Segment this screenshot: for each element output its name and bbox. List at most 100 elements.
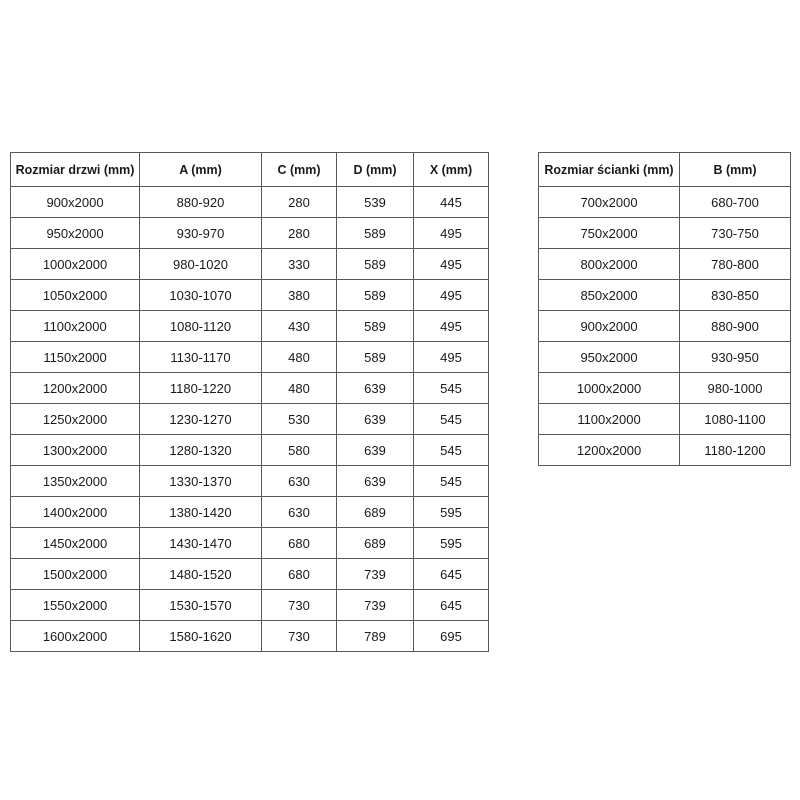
cell-door-size: 1250x2000 <box>10 403 140 435</box>
cell-a: 1530-1570 <box>139 589 262 621</box>
cell-c: 680 <box>261 527 337 559</box>
cell-b: 880-900 <box>679 310 791 342</box>
cell-wall-size: 1100x2000 <box>538 403 680 435</box>
cell-door-size: 1000x2000 <box>10 248 140 280</box>
cell-door-size: 1450x2000 <box>10 527 140 559</box>
cell-x: 495 <box>413 217 489 249</box>
cell-x: 645 <box>413 589 489 621</box>
cell-c: 580 <box>261 434 337 466</box>
cell-x: 595 <box>413 496 489 528</box>
cell-a: 1430-1470 <box>139 527 262 559</box>
column-header-door-size: Rozmiar drzwi (mm) <box>10 152 140 187</box>
table-row: 950x2000 930-970 280 589 495 <box>10 217 489 249</box>
cell-d: 639 <box>336 465 414 497</box>
cell-x: 495 <box>413 341 489 373</box>
table-row: 1300x2000 1280-1320 580 639 545 <box>10 434 489 466</box>
table-row: 1200x2000 1180-1200 <box>538 434 791 466</box>
doors-table-body: 900x2000 880-920 280 539 445 950x2000 93… <box>10 186 489 652</box>
cell-b: 780-800 <box>679 248 791 280</box>
cell-x: 495 <box>413 279 489 311</box>
cell-a: 1580-1620 <box>139 620 262 652</box>
wall-table-body: 700x2000 680-700 750x2000 730-750 800x20… <box>538 186 791 466</box>
cell-b: 980-1000 <box>679 372 791 404</box>
table-row: 1100x2000 1080-1100 <box>538 403 791 435</box>
cell-c: 730 <box>261 620 337 652</box>
table-header-row: Rozmiar ścianki (mm) B (mm) <box>538 152 791 187</box>
cell-b: 1080-1100 <box>679 403 791 435</box>
cell-x: 495 <box>413 310 489 342</box>
table-row: 1150x2000 1130-1170 480 589 495 <box>10 341 489 373</box>
table-header-row: Rozmiar drzwi (mm) A (mm) C (mm) D (mm) … <box>10 152 489 187</box>
cell-c: 630 <box>261 496 337 528</box>
cell-c: 530 <box>261 403 337 435</box>
table-row: 1250x2000 1230-1270 530 639 545 <box>10 403 489 435</box>
table-row: 1400x2000 1380-1420 630 689 595 <box>10 496 489 528</box>
cell-d: 539 <box>336 186 414 218</box>
table-row: 1000x2000 980-1000 <box>538 372 791 404</box>
table-row: 700x2000 680-700 <box>538 186 791 218</box>
cell-wall-size: 750x2000 <box>538 217 680 249</box>
column-header-a: A (mm) <box>139 152 262 187</box>
cell-d: 589 <box>336 248 414 280</box>
column-header-d: D (mm) <box>336 152 414 187</box>
cell-x: 545 <box>413 465 489 497</box>
table-row: 900x2000 880-920 280 539 445 <box>10 186 489 218</box>
cell-c: 730 <box>261 589 337 621</box>
cell-d: 639 <box>336 403 414 435</box>
table-row: 1100x2000 1080-1120 430 589 495 <box>10 310 489 342</box>
cell-b: 930-950 <box>679 341 791 373</box>
table-row: 1450x2000 1430-1470 680 689 595 <box>10 527 489 559</box>
cell-wall-size: 900x2000 <box>538 310 680 342</box>
cell-a: 1230-1270 <box>139 403 262 435</box>
cell-d: 589 <box>336 310 414 342</box>
cell-a: 1480-1520 <box>139 558 262 590</box>
cell-c: 480 <box>261 341 337 373</box>
cell-x: 645 <box>413 558 489 590</box>
cell-a: 1030-1070 <box>139 279 262 311</box>
cell-x: 445 <box>413 186 489 218</box>
table-row: 1000x2000 980-1020 330 589 495 <box>10 248 489 280</box>
table-row: 800x2000 780-800 <box>538 248 791 280</box>
cell-d: 589 <box>336 217 414 249</box>
cell-x: 695 <box>413 620 489 652</box>
cell-b: 680-700 <box>679 186 791 218</box>
cell-c: 330 <box>261 248 337 280</box>
table-row: 1500x2000 1480-1520 680 739 645 <box>10 558 489 590</box>
table-row: 1600x2000 1580-1620 730 789 695 <box>10 620 489 652</box>
cell-wall-size: 700x2000 <box>538 186 680 218</box>
wall-panel-size-table: Rozmiar ścianki (mm) B (mm) 700x2000 680… <box>538 152 791 466</box>
doors-size-table: Rozmiar drzwi (mm) A (mm) C (mm) D (mm) … <box>10 152 489 652</box>
cell-a: 1080-1120 <box>139 310 262 342</box>
cell-door-size: 1150x2000 <box>10 341 140 373</box>
cell-x: 545 <box>413 372 489 404</box>
cell-door-size: 1350x2000 <box>10 465 140 497</box>
cell-d: 639 <box>336 434 414 466</box>
cell-door-size: 1200x2000 <box>10 372 140 404</box>
table-row: 950x2000 930-950 <box>538 341 791 373</box>
cell-x: 545 <box>413 403 489 435</box>
cell-c: 280 <box>261 186 337 218</box>
cell-a: 880-920 <box>139 186 262 218</box>
cell-door-size: 1550x2000 <box>10 589 140 621</box>
cell-c: 280 <box>261 217 337 249</box>
cell-c: 630 <box>261 465 337 497</box>
cell-wall-size: 1000x2000 <box>538 372 680 404</box>
cell-wall-size: 1200x2000 <box>538 434 680 466</box>
cell-a: 980-1020 <box>139 248 262 280</box>
cell-a: 1180-1220 <box>139 372 262 404</box>
table-row: 900x2000 880-900 <box>538 310 791 342</box>
cell-c: 680 <box>261 558 337 590</box>
column-header-x: X (mm) <box>413 152 489 187</box>
cell-b: 730-750 <box>679 217 791 249</box>
cell-b: 1180-1200 <box>679 434 791 466</box>
table-row: 850x2000 830-850 <box>538 279 791 311</box>
column-header-c: C (mm) <box>261 152 337 187</box>
column-header-b: B (mm) <box>679 152 791 187</box>
cell-door-size: 900x2000 <box>10 186 140 218</box>
cell-x: 595 <box>413 527 489 559</box>
cell-c: 380 <box>261 279 337 311</box>
cell-a: 1330-1370 <box>139 465 262 497</box>
cell-door-size: 1100x2000 <box>10 310 140 342</box>
cell-d: 789 <box>336 620 414 652</box>
cell-a: 1280-1320 <box>139 434 262 466</box>
